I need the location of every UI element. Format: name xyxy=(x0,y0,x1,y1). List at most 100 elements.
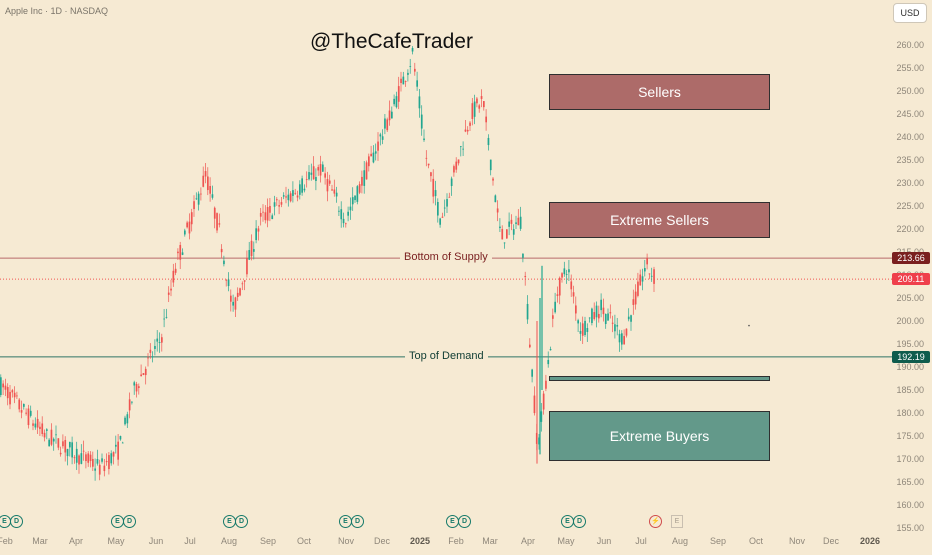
candle-body xyxy=(448,196,451,198)
candle-body xyxy=(586,328,589,332)
candle-body xyxy=(294,192,297,194)
candle-body xyxy=(200,193,202,195)
candle-body xyxy=(483,101,485,108)
candle-body xyxy=(572,292,575,297)
candle-body xyxy=(446,199,448,207)
candle-body xyxy=(230,295,232,302)
demand-thin-zone[interactable] xyxy=(549,376,770,381)
candle-body xyxy=(308,172,310,180)
candle-body xyxy=(85,454,87,462)
candle-body xyxy=(540,411,543,422)
candle-body xyxy=(515,222,517,224)
candle-body xyxy=(462,148,464,150)
candle-body xyxy=(434,190,437,197)
split-event-icon[interactable]: ⚡ xyxy=(649,515,662,528)
candle-body xyxy=(204,171,207,177)
candle-body xyxy=(595,305,598,318)
candle-body xyxy=(478,105,481,109)
candle-body xyxy=(156,338,159,342)
candle-body xyxy=(627,316,630,320)
dividend-icon[interactable]: D xyxy=(351,515,364,528)
candle-body xyxy=(128,399,131,411)
candle-body xyxy=(372,152,375,163)
candle-body xyxy=(124,417,126,425)
candle-body xyxy=(94,468,96,471)
candle-body xyxy=(273,202,276,207)
candle-body xyxy=(443,207,446,209)
candle-body xyxy=(641,276,644,282)
candle-body xyxy=(165,316,168,318)
x-tick-label: Apr xyxy=(69,536,83,546)
candle-body xyxy=(296,195,299,198)
candle-body xyxy=(71,442,73,458)
candle-body xyxy=(36,418,39,428)
candle-body xyxy=(568,269,570,273)
x-tick-label: Aug xyxy=(672,536,688,546)
candle-body xyxy=(151,356,154,358)
earnings-icon[interactable]: E xyxy=(223,515,236,528)
future-earnings-icon[interactable]: E xyxy=(671,515,683,528)
candle-body xyxy=(105,461,108,463)
candle-body xyxy=(531,369,533,377)
candle-body xyxy=(317,167,320,171)
candle-body xyxy=(400,78,402,84)
x-tick-label: Jun xyxy=(597,536,612,546)
candle-body xyxy=(632,299,635,305)
candle-body xyxy=(561,273,563,278)
y-tick-label: 190.00 xyxy=(896,362,924,372)
candle-body xyxy=(43,432,46,438)
candle-body xyxy=(409,66,412,67)
candle-body xyxy=(223,260,225,265)
candle-body xyxy=(581,323,584,336)
candle-body xyxy=(326,179,329,192)
candle-body xyxy=(418,96,421,109)
candle-body xyxy=(393,98,395,105)
extreme-buyers-zone[interactable]: Extreme Buyers xyxy=(549,411,770,461)
dividend-icon[interactable]: D xyxy=(10,515,23,528)
candle-body xyxy=(158,342,161,343)
author-watermark: @TheCafeTrader xyxy=(310,30,473,53)
candle-body xyxy=(255,228,257,241)
candle-body xyxy=(471,103,474,119)
candle-body xyxy=(216,213,218,231)
candle-body xyxy=(510,219,513,224)
candle-body xyxy=(299,184,301,195)
candle-body xyxy=(0,377,2,396)
symbol-header: Apple Inc · 1D · NASDAQ xyxy=(5,6,109,16)
candle-body xyxy=(503,242,506,244)
candle-body xyxy=(552,315,554,319)
dividend-icon[interactable]: D xyxy=(573,515,586,528)
candle-body xyxy=(379,134,382,137)
dividend-icon[interactable]: D xyxy=(458,515,471,528)
marker-dot xyxy=(748,324,750,327)
sellers-zone[interactable]: Sellers xyxy=(549,74,770,110)
candle-body xyxy=(420,114,423,129)
extreme-sellers-zone[interactable]: Extreme Sellers xyxy=(549,202,770,238)
candle-body xyxy=(213,207,216,219)
candle-body xyxy=(558,277,561,296)
candle-body xyxy=(512,229,515,235)
candle-body xyxy=(485,116,487,123)
candle-body xyxy=(73,457,76,459)
candle-body xyxy=(565,274,568,275)
candle-body xyxy=(414,68,416,72)
currency-button[interactable]: USD xyxy=(893,3,927,23)
y-tick-label: 155.00 xyxy=(896,523,924,533)
candle-body xyxy=(276,199,278,201)
candle-body xyxy=(466,129,469,132)
candle-body xyxy=(604,313,607,325)
candle-body xyxy=(397,86,400,102)
candle-body xyxy=(239,288,241,296)
candle-body xyxy=(257,228,260,232)
candle-body xyxy=(167,292,170,295)
candle-body xyxy=(82,450,85,452)
candle-body xyxy=(370,153,372,157)
candle-body xyxy=(614,324,616,332)
dividend-icon[interactable]: D xyxy=(235,515,248,528)
dividend-icon[interactable]: D xyxy=(123,515,136,528)
candle-body xyxy=(508,221,510,227)
candle-body xyxy=(425,157,428,159)
earnings-icon[interactable]: E xyxy=(561,515,574,528)
